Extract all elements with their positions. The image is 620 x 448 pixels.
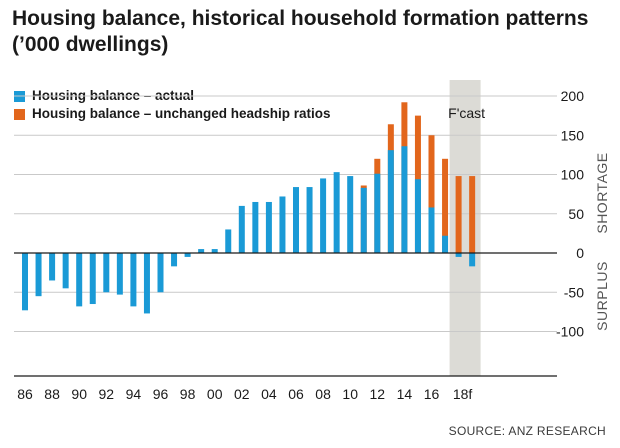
forecast-shade — [449, 80, 481, 376]
bar-actual — [89, 253, 96, 305]
bar-actual — [157, 253, 164, 293]
x-tick-label: 18f — [453, 386, 473, 402]
bar-actual — [387, 150, 394, 253]
bar-actual — [401, 146, 408, 253]
bar-actual — [265, 201, 272, 253]
bar-unchanged-headship — [428, 135, 435, 253]
chart-title: Housing balance, historical household fo… — [12, 7, 589, 56]
legend-label-unchanged: Housing balance – unchanged headship rat… — [32, 106, 331, 121]
bar-actual — [35, 253, 42, 297]
bar-actual — [198, 249, 205, 253]
bar-actual — [333, 172, 340, 253]
bar-actual — [414, 179, 421, 253]
y-tick-label: 150 — [561, 127, 585, 143]
bar-actual — [103, 253, 110, 293]
bar-unchanged-headship — [455, 176, 462, 253]
x-tick-label: 94 — [126, 386, 142, 402]
bar-actual — [22, 253, 28, 311]
bar-actual — [116, 253, 123, 295]
x-tick-label: 16 — [424, 386, 440, 402]
bar-actual — [76, 253, 83, 307]
bar-actual — [143, 253, 150, 314]
bar-actual — [293, 187, 299, 253]
x-tick-label: 90 — [71, 386, 87, 402]
y-tick-label: 200 — [561, 88, 585, 104]
surplus-label: SURPLUS — [594, 261, 610, 331]
bar-actual — [279, 196, 286, 253]
x-tick-label: 92 — [99, 386, 115, 402]
bar-unchanged-headship — [469, 176, 476, 253]
bar-actual — [238, 205, 245, 253]
legend-swatch-unchanged — [14, 108, 25, 120]
bar-actual — [211, 249, 218, 253]
y-tick-label: -50 — [564, 284, 584, 300]
legend-item-unchanged: Housing balance – unchanged headship rat… — [14, 105, 331, 123]
x-tick-label: 02 — [234, 386, 250, 402]
bar-actual — [130, 253, 137, 307]
bar-actual — [62, 253, 69, 289]
x-tick-label: 14 — [397, 386, 413, 402]
shortage-label: SHORTAGE — [594, 152, 610, 233]
bar-actual — [428, 207, 435, 253]
y-tick-label: 50 — [568, 206, 584, 222]
x-tick-label: 08 — [315, 386, 331, 402]
bar-unchanged-headship — [442, 158, 449, 253]
x-tick-label: 10 — [342, 386, 358, 402]
x-tick-label: 00 — [207, 386, 223, 402]
x-tick-label: 04 — [261, 386, 277, 402]
bar-actual — [455, 253, 462, 257]
x-tick-label: 86 — [17, 386, 33, 402]
bar-actual — [225, 229, 232, 253]
x-tick-label: 98 — [180, 386, 196, 402]
y-tick-label: 100 — [561, 167, 585, 183]
y-tick-label: 0 — [576, 245, 584, 261]
bar-actual — [49, 253, 56, 281]
bar-actual — [320, 178, 327, 253]
source-note: SOURCE: ANZ RESEARCH — [448, 424, 606, 438]
bar-actual — [184, 253, 191, 257]
x-tick-label: 12 — [370, 386, 386, 402]
y-tick-label: -100 — [556, 324, 584, 340]
bar-actual — [252, 201, 259, 253]
bar-actual — [171, 253, 178, 267]
bar-actual — [374, 173, 381, 253]
bar-actual — [442, 235, 449, 253]
x-tick-label: 06 — [288, 386, 304, 402]
bar-actual — [469, 253, 476, 267]
x-tick-label: 88 — [44, 386, 60, 402]
forecast-label: F'cast — [448, 105, 485, 121]
bar-actual — [360, 187, 367, 253]
x-tick-label: 96 — [153, 386, 169, 402]
bar-actual — [306, 187, 313, 253]
bar-actual — [347, 176, 354, 253]
